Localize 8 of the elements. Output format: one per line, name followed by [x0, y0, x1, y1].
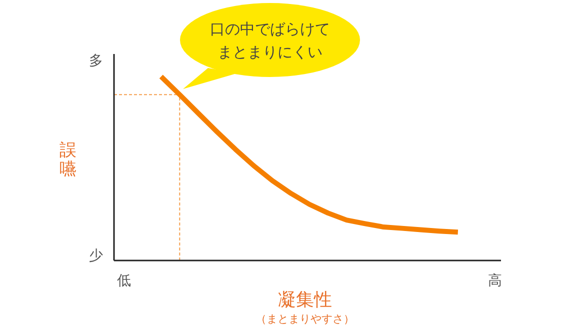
text: 口の中でばらけてまとまりにくい — [210, 20, 330, 61]
text: 多 — [89, 53, 103, 69]
x-tick-label: 高 — [488, 273, 502, 289]
x-axis-title: 凝集性 — [278, 290, 332, 310]
text: 少 — [89, 248, 103, 264]
y-axis-title: 誤嚥 — [60, 140, 76, 180]
text: （まとまりやすさ） — [256, 312, 354, 326]
x-tick-label: 低 — [117, 273, 131, 289]
